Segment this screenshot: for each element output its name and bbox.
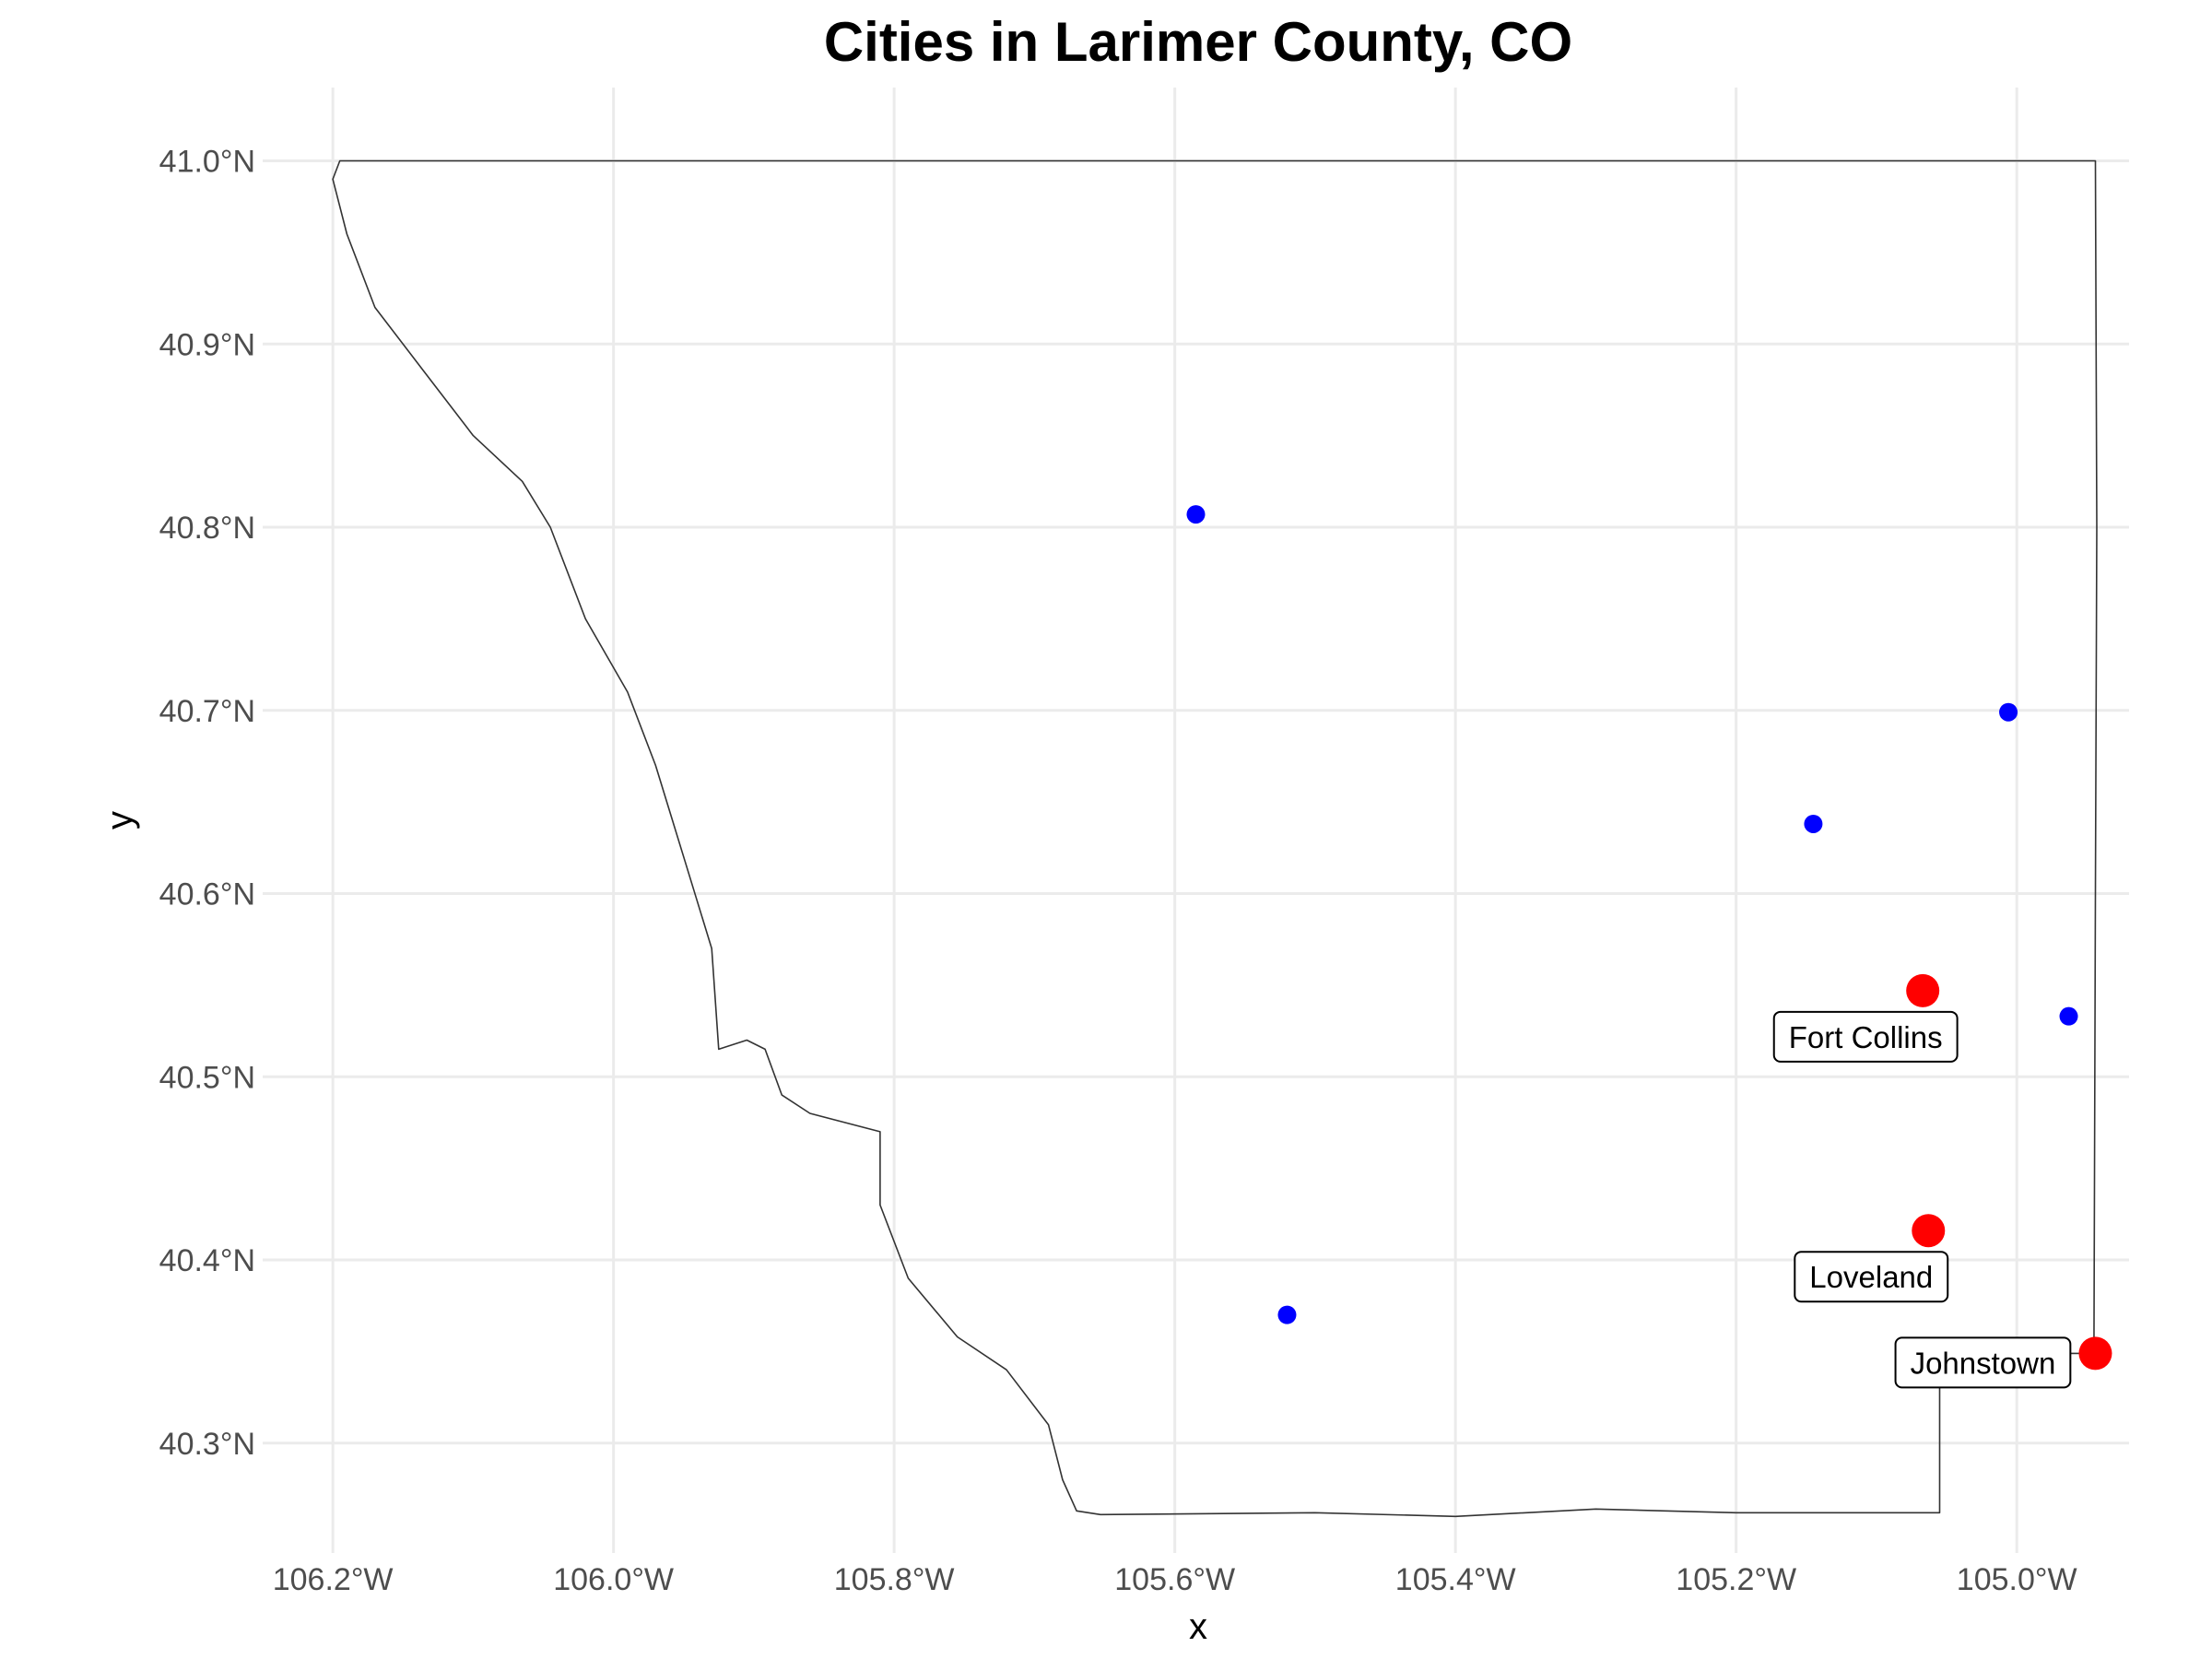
y-tick-label: 40.6°N [159, 877, 255, 912]
x-tick-label: 105.2°W [1676, 1562, 1796, 1597]
small-city-point [1804, 814, 1823, 833]
small-city-point [1186, 505, 1206, 524]
y-tick-label: 40.5°N [159, 1060, 255, 1095]
x-tick-label: 105.6°W [1114, 1562, 1235, 1597]
large-city-point [2078, 1336, 2112, 1371]
city-label-text: Johnstown [1911, 1346, 2056, 1380]
y-tick-label: 40.8°N [159, 511, 255, 546]
city-label-box [1894, 1336, 2072, 1389]
county-outline-layer [332, 159, 2098, 1518]
city-label: Loveland [1794, 1251, 1949, 1303]
y-tick-label: 40.3°N [159, 1427, 255, 1462]
small-city-point [1999, 702, 2018, 722]
y-tick-label: 40.7°N [159, 694, 255, 729]
city-labels: Fort Collins Loveland Johnstown [1772, 1010, 2072, 1389]
grid-lines [263, 88, 2129, 1553]
city-label-box [1794, 1251, 1949, 1303]
x-tick-label: 106.2°W [273, 1562, 394, 1597]
city-label-box [1772, 1010, 1959, 1063]
x-tick-label: 105.4°W [1395, 1562, 1516, 1597]
x-tick-label: 105.8°W [834, 1562, 955, 1597]
y-tick-label: 40.9°N [159, 327, 255, 362]
x-axis-title: x [1189, 1606, 1207, 1647]
small-city-point [2059, 1006, 2078, 1026]
x-tick-label: 106.0°W [553, 1562, 674, 1597]
city-label-text: Loveland [1809, 1260, 1933, 1294]
large-city-point [1912, 1214, 1946, 1248]
city-label-text: Fort Collins [1789, 1020, 1943, 1054]
chart-title: Cities in Larimer County, CO [824, 11, 1572, 73]
small-city-point [1277, 1305, 1297, 1324]
large-city-point [1906, 973, 1940, 1007]
y-axis-title: y [100, 811, 140, 830]
city-label: Fort Collins [1772, 1010, 1959, 1063]
y-tick-label: 41.0°N [159, 145, 255, 180]
y-tick-label: 40.4°N [159, 1243, 255, 1278]
tick-labels: 106.2°W 106.0°W 105.8°W 105.6°W 105.4°W 105.2… [159, 145, 2077, 1598]
city-label: Johnstown [1894, 1336, 2072, 1389]
county-outline [332, 159, 2098, 1518]
x-tick-label: 105.0°W [1957, 1562, 2077, 1597]
city-points [1186, 505, 2112, 1371]
